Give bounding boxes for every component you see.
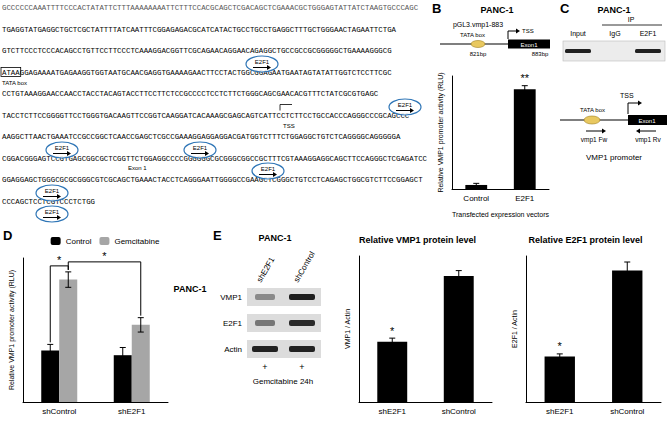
svg-text:shE2F1: shE2F1 [378,407,406,416]
svg-text:IgG: IgG [609,30,620,38]
svg-text:E2F1: E2F1 [193,145,208,151]
svg-text:TSS: TSS [620,92,634,99]
svg-text:E: E [213,228,222,243]
svg-text:GTCTTCCCTCCCACAGCCTGTTCCTTCCCT: GTCTTCCCTCCCACAGCCTGTTCCTTCCCTCAAAGGACGG… [2,47,392,55]
svg-text:vmp1 Fw: vmp1 Fw [581,136,608,144]
svg-text:+: + [262,362,267,372]
svg-text:VMP1 promoter: VMP1 promoter [586,153,642,162]
svg-text:*: * [558,340,563,352]
svg-text:+: + [299,362,304,372]
svg-text:Relative E2F1 protein level: Relative E2F1 protein level [528,235,642,245]
svg-text:Gemcitabine 24h: Gemcitabine 24h [253,377,313,386]
svg-text:C: C [560,1,570,16]
svg-text:Control: Control [463,194,489,203]
svg-text:E2F1: E2F1 [55,145,70,151]
svg-text:821bp: 821bp [470,51,487,57]
svg-text:Exon1: Exon1 [638,118,656,124]
svg-text:TSS: TSS [283,123,295,129]
svg-text:GGAGGAGCTGGGCGCGCGGGCGTCGCAGCT: GGAGGAGCTGGGCGCGCGGGCGTCGCAGCTGAAACTACCT… [2,176,423,184]
svg-text:Transfected expression vectors: Transfected expression vectors [452,211,550,219]
svg-text:Relative VMP1 promoter activit: Relative VMP1 promoter activity (RLU) [437,72,445,192]
svg-text:shE2F1: shE2F1 [255,255,277,284]
svg-text:PANC-1: PANC-1 [174,284,207,294]
svg-text:B: B [432,1,441,16]
svg-text:TSS: TSS [522,28,534,34]
svg-text:883bp: 883bp [532,51,549,57]
svg-text:shControl: shControl [292,250,317,284]
svg-text:E2F1: E2F1 [640,30,657,37]
svg-text:*: * [57,254,62,266]
svg-text:Relative VMP1 promoter activit: Relative VMP1 promoter activity (RLU) [8,270,16,390]
svg-text:Relative VMP1 protein level: Relative VMP1 protein level [359,235,476,245]
svg-text:vmp1 Rv: vmp1 Rv [635,136,661,144]
svg-text:*: * [390,325,395,337]
svg-text:shControl: shControl [442,407,476,416]
svg-text:CGGACGGGAGTCCGTGAGCGGCGCTCGGTT: CGGACGGGAGTCCGTGAGCGGCGCTCGGTTCTGGAGGCCC… [2,155,427,163]
svg-text:E2F1 / Actin: E2F1 / Actin [511,310,518,348]
svg-text:VMP1 / Actin: VMP1 / Actin [344,309,351,349]
svg-text:Exon 1: Exon 1 [128,165,147,171]
svg-text:PANC-1: PANC-1 [598,5,631,15]
svg-text:TACCTCTTCCGGGGTTCCTGGGTGACAAGT: TACCTCTTCCGGGGTTCCTGGGTGACAAGTTCCGGTCAAG… [2,112,409,120]
svg-text:*: * [102,250,107,262]
svg-text:shE2F1: shE2F1 [546,407,574,416]
svg-text:ATAAGGAGAAAATGAGAAGGTGGTAATGCA: ATAAGGAGAAAATGAGAAGGTGGTAATGCAACGAGGTGAA… [2,69,392,77]
svg-text:E2F1: E2F1 [261,166,276,172]
svg-text:CCTGTAAAGGAACCAACCTACCTACAGTAC: CCTGTAAAGGAACCAACCTACCTACAGTACCTTCCTTCTC… [2,90,378,98]
svg-text:shE2F1: shE2F1 [118,407,146,416]
svg-text:TATA box: TATA box [2,80,27,86]
svg-text:E2F1: E2F1 [255,59,270,65]
svg-text:VMP1: VMP1 [220,293,242,302]
svg-text:E2F1: E2F1 [45,209,60,215]
svg-text:E2F1: E2F1 [398,102,413,108]
svg-text:TATA box: TATA box [580,107,605,113]
svg-text:PANC-1: PANC-1 [259,233,292,243]
svg-text:AAGGCTTAACTGAAATCCGCCGGCTCAACC: AAGGCTTAACTGAAATCCGCCGGCTCAACCGAGCTCGCCG… [2,133,401,141]
svg-text:E2F1: E2F1 [45,188,60,194]
svg-text:Actin: Actin [224,345,242,354]
svg-text:TATA box: TATA box [460,32,485,38]
svg-text:Gemcitabine: Gemcitabine [114,237,159,246]
svg-text:**: ** [520,72,529,84]
svg-text:pGL3.vmp1-883: pGL3.vmp1-883 [453,21,503,29]
svg-text:Input: Input [570,30,586,38]
svg-text:shControl: shControl [610,407,644,416]
svg-text:Exon1: Exon1 [520,42,538,48]
svg-text:TGAGGTATGAGGCTGCTCGCTATTTTATCA: TGAGGTATGAGGCTGCTCGCTATTTTATCAATTTCGGAGA… [2,26,397,34]
svg-text:E2F1: E2F1 [515,194,535,203]
svg-text:IP: IP [628,16,635,23]
svg-text:D: D [3,228,12,243]
svg-text:shControl: shControl [42,407,76,416]
svg-text:Control: Control [66,237,92,246]
svg-text:PANC-1: PANC-1 [481,5,514,15]
svg-text:GCCCCCCAAATTTTCCCACTATATTCTTTA: GCCCCCCAAATTTTCCCACTATATTCTTTAAAAAAAATTC… [2,4,418,12]
svg-text:CCCAGCTCCTCGTCCCTCTGG: CCCAGCTCCTCGTCCCTCTGG [2,198,95,206]
svg-text:E2F1: E2F1 [223,319,243,328]
